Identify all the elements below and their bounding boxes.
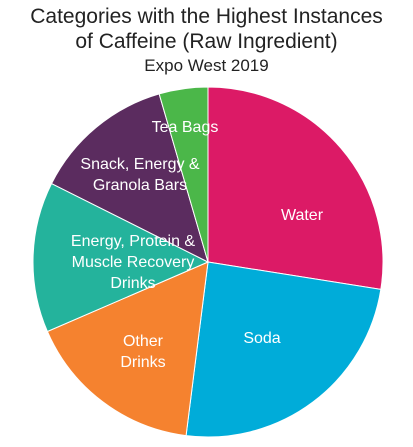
slice-label: Water (280, 206, 324, 224)
slice-label: Snack, Energy & Granola Bars (80, 156, 200, 194)
slice-label-box: Snack, Energy & Granola Bars (80, 156, 200, 194)
chart-subtitle: Expo West 2019 (144, 56, 269, 75)
slice-label-box: Energy, Protein & Muscle Recovery Drinks (70, 232, 196, 292)
slice-label-box: Water (280, 206, 324, 224)
slice-label: Tea Bags (151, 118, 219, 136)
pie-slice (158, 86, 209, 263)
slice-label-box: Tea Bags (151, 118, 219, 136)
pie-slice (46, 261, 209, 437)
chart-title: Categories with the Highest Instances of… (30, 5, 383, 53)
pie-slice (185, 261, 382, 438)
slice-label: Soda (243, 329, 281, 347)
pie-slice (207, 86, 384, 290)
pie-slice (50, 93, 209, 263)
pie-slice (32, 182, 210, 333)
slice-label-box: Soda (243, 329, 281, 347)
slice-label: Energy, Protein & Muscle Recovery Drinks (70, 232, 196, 292)
slice-label: Other Drinks (120, 333, 166, 371)
slice-label-box: Other Drinks (120, 333, 166, 371)
